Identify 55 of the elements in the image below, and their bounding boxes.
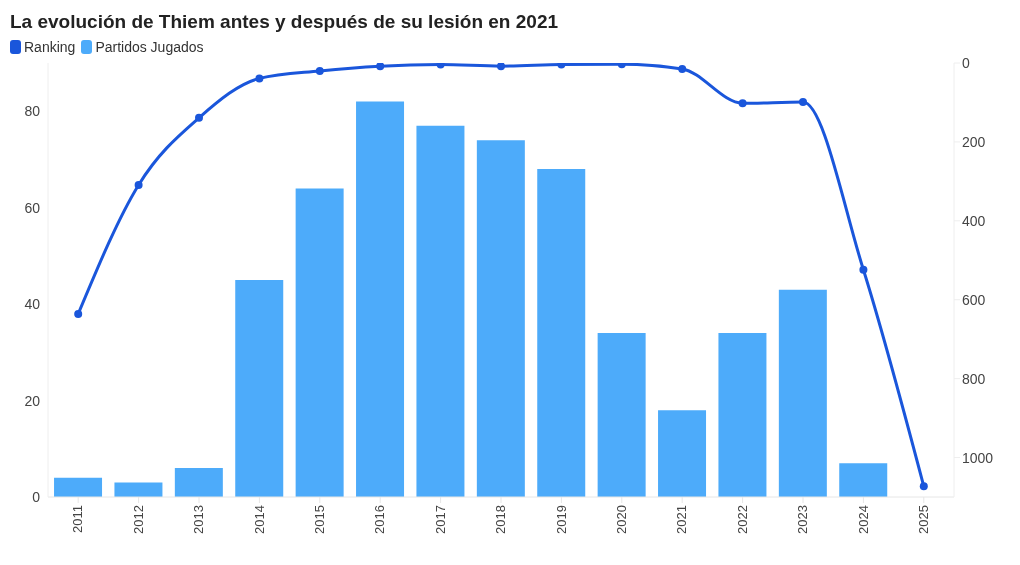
bar xyxy=(658,410,707,497)
point xyxy=(678,64,687,73)
point xyxy=(859,265,868,274)
point xyxy=(799,98,807,107)
point xyxy=(738,99,747,108)
bar xyxy=(718,333,767,497)
y-tick-label: 80 xyxy=(24,103,41,120)
point xyxy=(315,66,324,75)
x-tick-label: 2012 xyxy=(130,505,146,534)
y2-tick-label: 800 xyxy=(962,370,986,387)
x-tick-label: 2022 xyxy=(734,505,750,534)
x-tick-label: 2020 xyxy=(614,505,630,534)
y2-tick-label: 600 xyxy=(962,291,986,308)
x-tick-label: 2017 xyxy=(432,505,448,534)
bar xyxy=(416,125,465,497)
x-tick-label: 2013 xyxy=(191,505,207,534)
legend-label: Ranking xyxy=(23,39,76,55)
point xyxy=(134,180,143,189)
x-tick-label: 2011 xyxy=(70,505,86,533)
x-tick-label: 2024 xyxy=(855,505,871,534)
x-tick-label: 2021 xyxy=(674,505,690,534)
bar xyxy=(597,333,646,497)
bar xyxy=(537,169,586,497)
point xyxy=(497,63,505,71)
point xyxy=(919,482,928,491)
bar xyxy=(54,477,103,497)
bar xyxy=(235,280,284,497)
bar xyxy=(174,468,223,497)
y-tick-label: 40 xyxy=(24,296,41,313)
chart-title: La evolución de Thiem antes y después de su lesión en 2021 xyxy=(9,10,560,33)
x-tick-label: 2019 xyxy=(553,505,569,534)
y2-tick-label: 400 xyxy=(962,212,986,229)
x-tick-label: 2018 xyxy=(493,505,509,534)
legend-label: Partidos Jugados xyxy=(94,39,204,55)
point xyxy=(195,113,203,122)
y2-tick-label: 1000 xyxy=(962,449,994,466)
bar xyxy=(778,289,827,497)
x-tick-label: 2015 xyxy=(312,505,328,534)
y2-tick-label: 0 xyxy=(962,54,970,71)
bar xyxy=(114,482,163,497)
x-tick-label: 2025 xyxy=(916,505,932,534)
point xyxy=(255,74,264,83)
bar xyxy=(476,140,525,497)
point xyxy=(74,309,83,318)
y-tick-label: 0 xyxy=(32,488,41,505)
y-tick-label: 60 xyxy=(24,199,41,216)
point xyxy=(376,63,385,71)
x-tick-label: 2016 xyxy=(372,505,388,534)
y-tick-label: 20 xyxy=(24,392,41,409)
x-tick-label: 2014 xyxy=(251,505,267,534)
bar xyxy=(839,463,888,497)
y2-tick-label: 200 xyxy=(962,133,986,150)
x-tick-label: 2023 xyxy=(795,505,811,534)
bar xyxy=(295,188,344,497)
bar xyxy=(356,101,405,497)
